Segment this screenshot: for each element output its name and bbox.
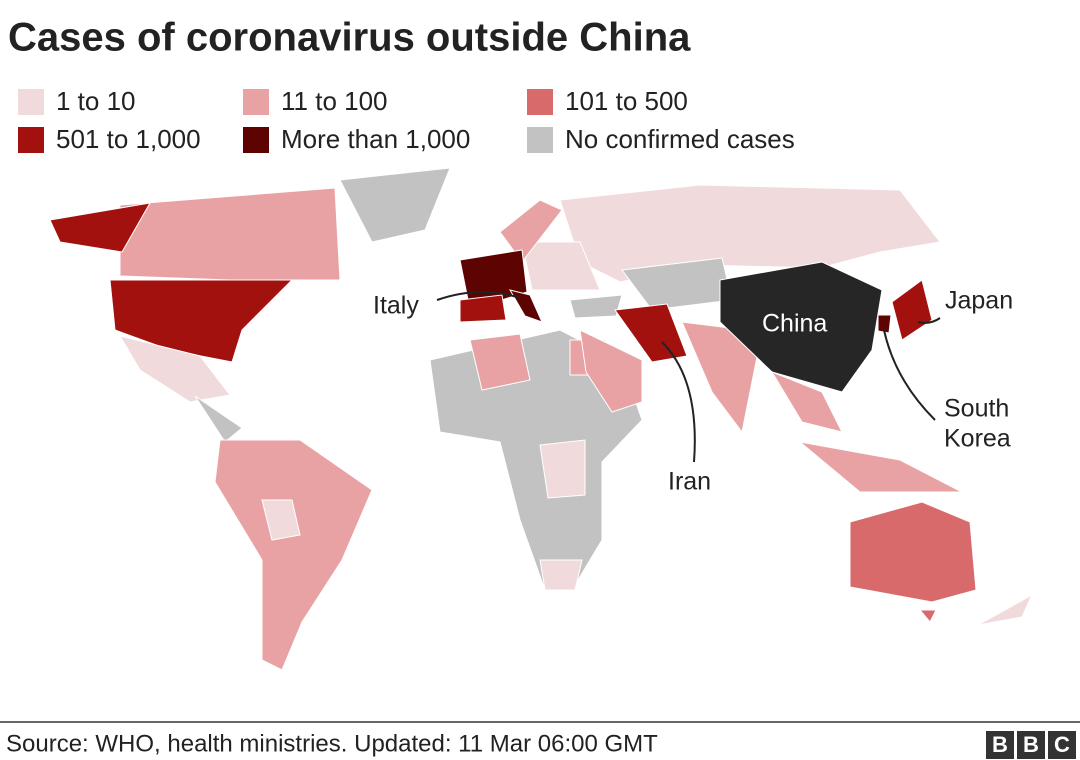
legend-label: No confirmed cases: [565, 124, 795, 154]
china: [719, 261, 883, 393]
logo-box: [986, 731, 1014, 759]
arabia: [579, 329, 643, 413]
italy-leader: [436, 291, 521, 301]
legend-swatch: [18, 127, 44, 153]
japan: [891, 279, 933, 341]
legend-swatch: [527, 89, 553, 115]
usa: [109, 279, 294, 363]
south-korea: [877, 314, 892, 334]
dr-congo: [539, 439, 586, 499]
japan-leader: [917, 317, 941, 324]
central-america: [194, 395, 243, 443]
logo-letter: B: [1023, 732, 1039, 757]
mexico: [118, 335, 231, 403]
source: Source: WHO, health ministries. Updated:…: [6, 730, 658, 757]
south-korea-leader: [883, 329, 936, 421]
logo-box: [1048, 731, 1076, 759]
legend-label: More than 1,000: [281, 124, 470, 154]
bolivia: [261, 499, 301, 541]
turkey: [569, 294, 623, 319]
russia: [559, 184, 941, 283]
algeria: [469, 333, 531, 391]
indonesia: [798, 441, 963, 493]
legend-swatch: [18, 89, 44, 115]
australia: [849, 501, 977, 603]
southeast-asia: [770, 370, 843, 433]
south-korea-label-line: South: [944, 395, 1009, 423]
greenland: [339, 167, 451, 243]
new-zealand: [977, 593, 1034, 626]
italy-label: Italy: [373, 292, 419, 320]
canada: [119, 187, 341, 281]
china-label: China: [762, 310, 827, 338]
eastern-europe: [521, 241, 601, 291]
logo-letter: C: [1054, 732, 1070, 757]
world-map: [49, 167, 1034, 671]
spain: [459, 294, 507, 323]
legend: 1 to 10 11 to 100 101 to 500 501 to 1,000 Mo…: [18, 86, 795, 154]
legend-swatch: [527, 127, 553, 153]
legend-label: 1 to 10: [56, 86, 136, 116]
south-korea-label-line: Korea: [944, 425, 1011, 453]
italy: [508, 289, 543, 323]
japan-label: Japan: [945, 287, 1013, 315]
legend-swatch: [243, 127, 269, 153]
iran: [614, 303, 688, 363]
annotations: Italy Japan China Iran South Korea: [373, 287, 1013, 496]
iran-label: Iran: [668, 468, 711, 496]
legend-label: 101 to 500: [565, 86, 688, 116]
logo-box: [1017, 731, 1045, 759]
legend-label: 501 to 1,000: [56, 124, 201, 154]
legend-label: 11 to 100: [281, 86, 388, 116]
title: Cases of coronavirus outside China: [8, 16, 691, 60]
tasmania: [918, 609, 937, 623]
south-america: [214, 439, 373, 671]
logo-letter: B: [992, 732, 1008, 757]
iran-leader: [661, 341, 696, 463]
legend-swatch: [243, 89, 269, 115]
south-africa: [539, 559, 583, 591]
alaska: [49, 202, 151, 253]
